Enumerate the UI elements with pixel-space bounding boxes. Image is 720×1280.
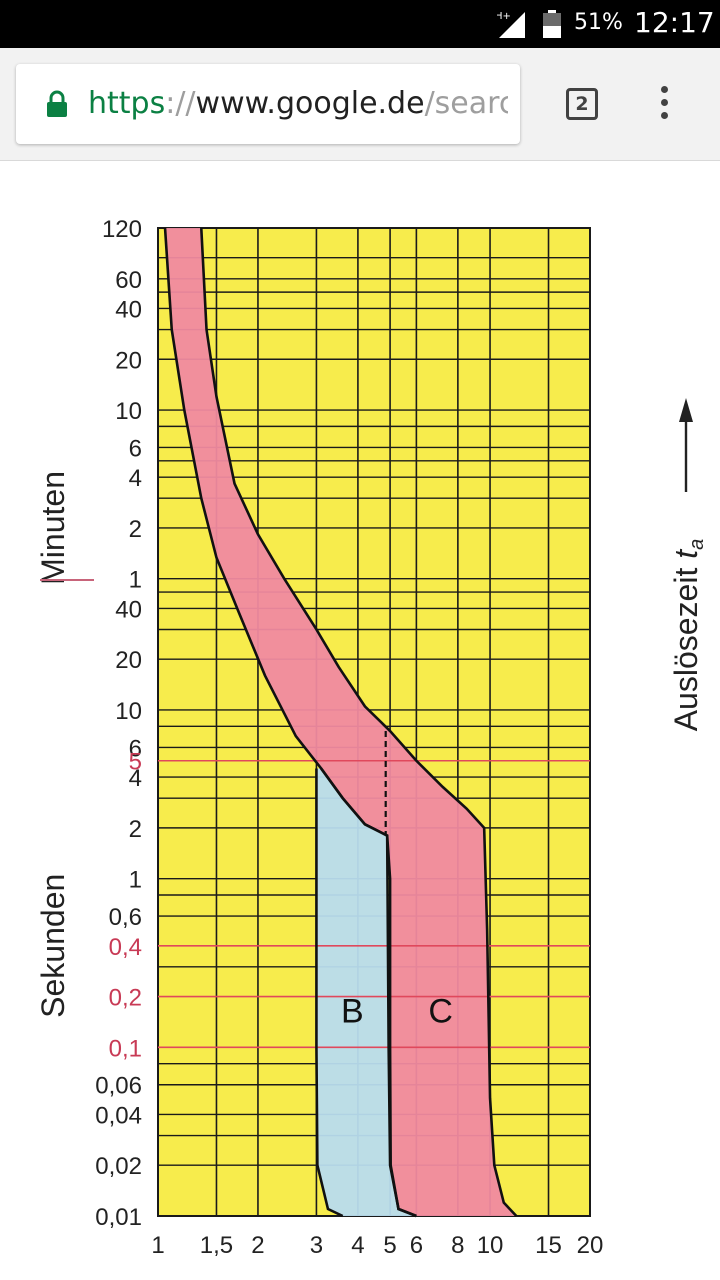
y-tick-label: 0,04 bbox=[95, 1102, 142, 1129]
url-text[interactable]: https://www.google.de/searc bbox=[88, 86, 508, 122]
series-label-B: B bbox=[341, 993, 364, 1031]
x-tick-label: 3 bbox=[310, 1232, 323, 1259]
overflow-menu-icon[interactable] bbox=[650, 84, 678, 124]
y-tick-label: 0,02 bbox=[95, 1153, 142, 1180]
browser-toolbar: https://www.google.de/searc 2 bbox=[0, 48, 720, 161]
y-tick-label: 40 bbox=[115, 596, 142, 623]
y-tick-label: 40 bbox=[115, 296, 142, 323]
y-tick-label: 4 bbox=[129, 465, 142, 492]
series-boundary-lower-B bbox=[315, 768, 344, 1218]
url-scheme: https bbox=[88, 86, 166, 121]
url-host: www.google.de bbox=[195, 86, 425, 121]
x-tick-label: 20 bbox=[577, 1232, 604, 1259]
y-tick-label: 120 bbox=[102, 216, 142, 243]
y-tick-label: 0,01 bbox=[95, 1204, 142, 1231]
y-axis-title-main: Auslösezeit bbox=[668, 559, 704, 732]
y-tick-label: 60 bbox=[115, 267, 142, 294]
y-unit-label-minutes: Minuten bbox=[35, 471, 71, 585]
x-tick-label: 8 bbox=[451, 1232, 464, 1259]
y-tick-label: 6 bbox=[129, 435, 142, 462]
x-tick-label: 10 bbox=[477, 1232, 504, 1259]
y-tick-label: 0,6 bbox=[109, 904, 142, 931]
series-area-B bbox=[316, 768, 417, 1216]
y-tick-label: 1 bbox=[129, 867, 142, 894]
y-axis-arrow-head bbox=[679, 398, 693, 422]
series-boundary-upper-B bbox=[320, 767, 417, 1218]
y-tick-label: 10 bbox=[115, 398, 142, 425]
y-tick-label: 6 bbox=[129, 735, 142, 762]
x-tick-label: 1,5 bbox=[200, 1232, 233, 1259]
series-label-C: C bbox=[428, 993, 453, 1031]
series-area-C bbox=[165, 228, 517, 1216]
address-bar[interactable]: https://www.google.de/searc bbox=[16, 64, 520, 144]
x-tick-label: 6 bbox=[410, 1232, 423, 1259]
signal-icon: H+ bbox=[497, 11, 525, 38]
tab-switcher-button[interactable]: 2 bbox=[566, 88, 598, 120]
tripping-curve-chart: 1 1,5 2 3 4 5 6 8 10 15 20120604020106421402010654… bbox=[35, 216, 708, 1259]
network-type-label: H+ bbox=[497, 11, 511, 22]
y-tick-label: 10 bbox=[115, 698, 142, 725]
y-unit-label-seconds: Sekunden bbox=[35, 874, 71, 1018]
lock-icon bbox=[47, 90, 67, 117]
battery-percent: 51% bbox=[574, 10, 623, 35]
url-path: /searc bbox=[424, 86, 508, 121]
series-boundary-upper-C bbox=[199, 227, 518, 1217]
y-tick-label: 5 bbox=[129, 749, 142, 776]
y-tick-label: 2 bbox=[129, 516, 142, 543]
y-tick-label: 20 bbox=[115, 647, 142, 674]
y-axis-title: Auslösezeit ta bbox=[668, 539, 708, 732]
x-tick-label: 15 bbox=[535, 1232, 562, 1259]
y-tick-label: 2 bbox=[129, 816, 142, 843]
y-axis-title-subscript: a bbox=[686, 539, 708, 550]
y-tick-label: 4 bbox=[129, 765, 142, 792]
clock: 12:17 bbox=[634, 6, 715, 39]
y-tick-label: 0,4 bbox=[109, 934, 142, 961]
x-tick-label: 2 bbox=[251, 1232, 264, 1259]
x-tick-label: 5 bbox=[383, 1232, 396, 1259]
status-bar: H+ 51% 12:17 bbox=[0, 0, 720, 48]
y-tick-label: 20 bbox=[115, 347, 142, 374]
y-tick-label: 1 bbox=[129, 567, 142, 594]
x-tick-label: 1 bbox=[151, 1232, 164, 1259]
y-axis-title-symbol: t bbox=[668, 549, 704, 559]
y-tick-label: 0,1 bbox=[109, 1035, 142, 1062]
x-tick-label: 4 bbox=[351, 1232, 364, 1259]
battery-icon bbox=[543, 10, 561, 38]
url-separator: :// bbox=[165, 86, 196, 121]
y-tick-label: 0,06 bbox=[95, 1073, 142, 1100]
y-tick-label: 0,2 bbox=[109, 985, 142, 1012]
